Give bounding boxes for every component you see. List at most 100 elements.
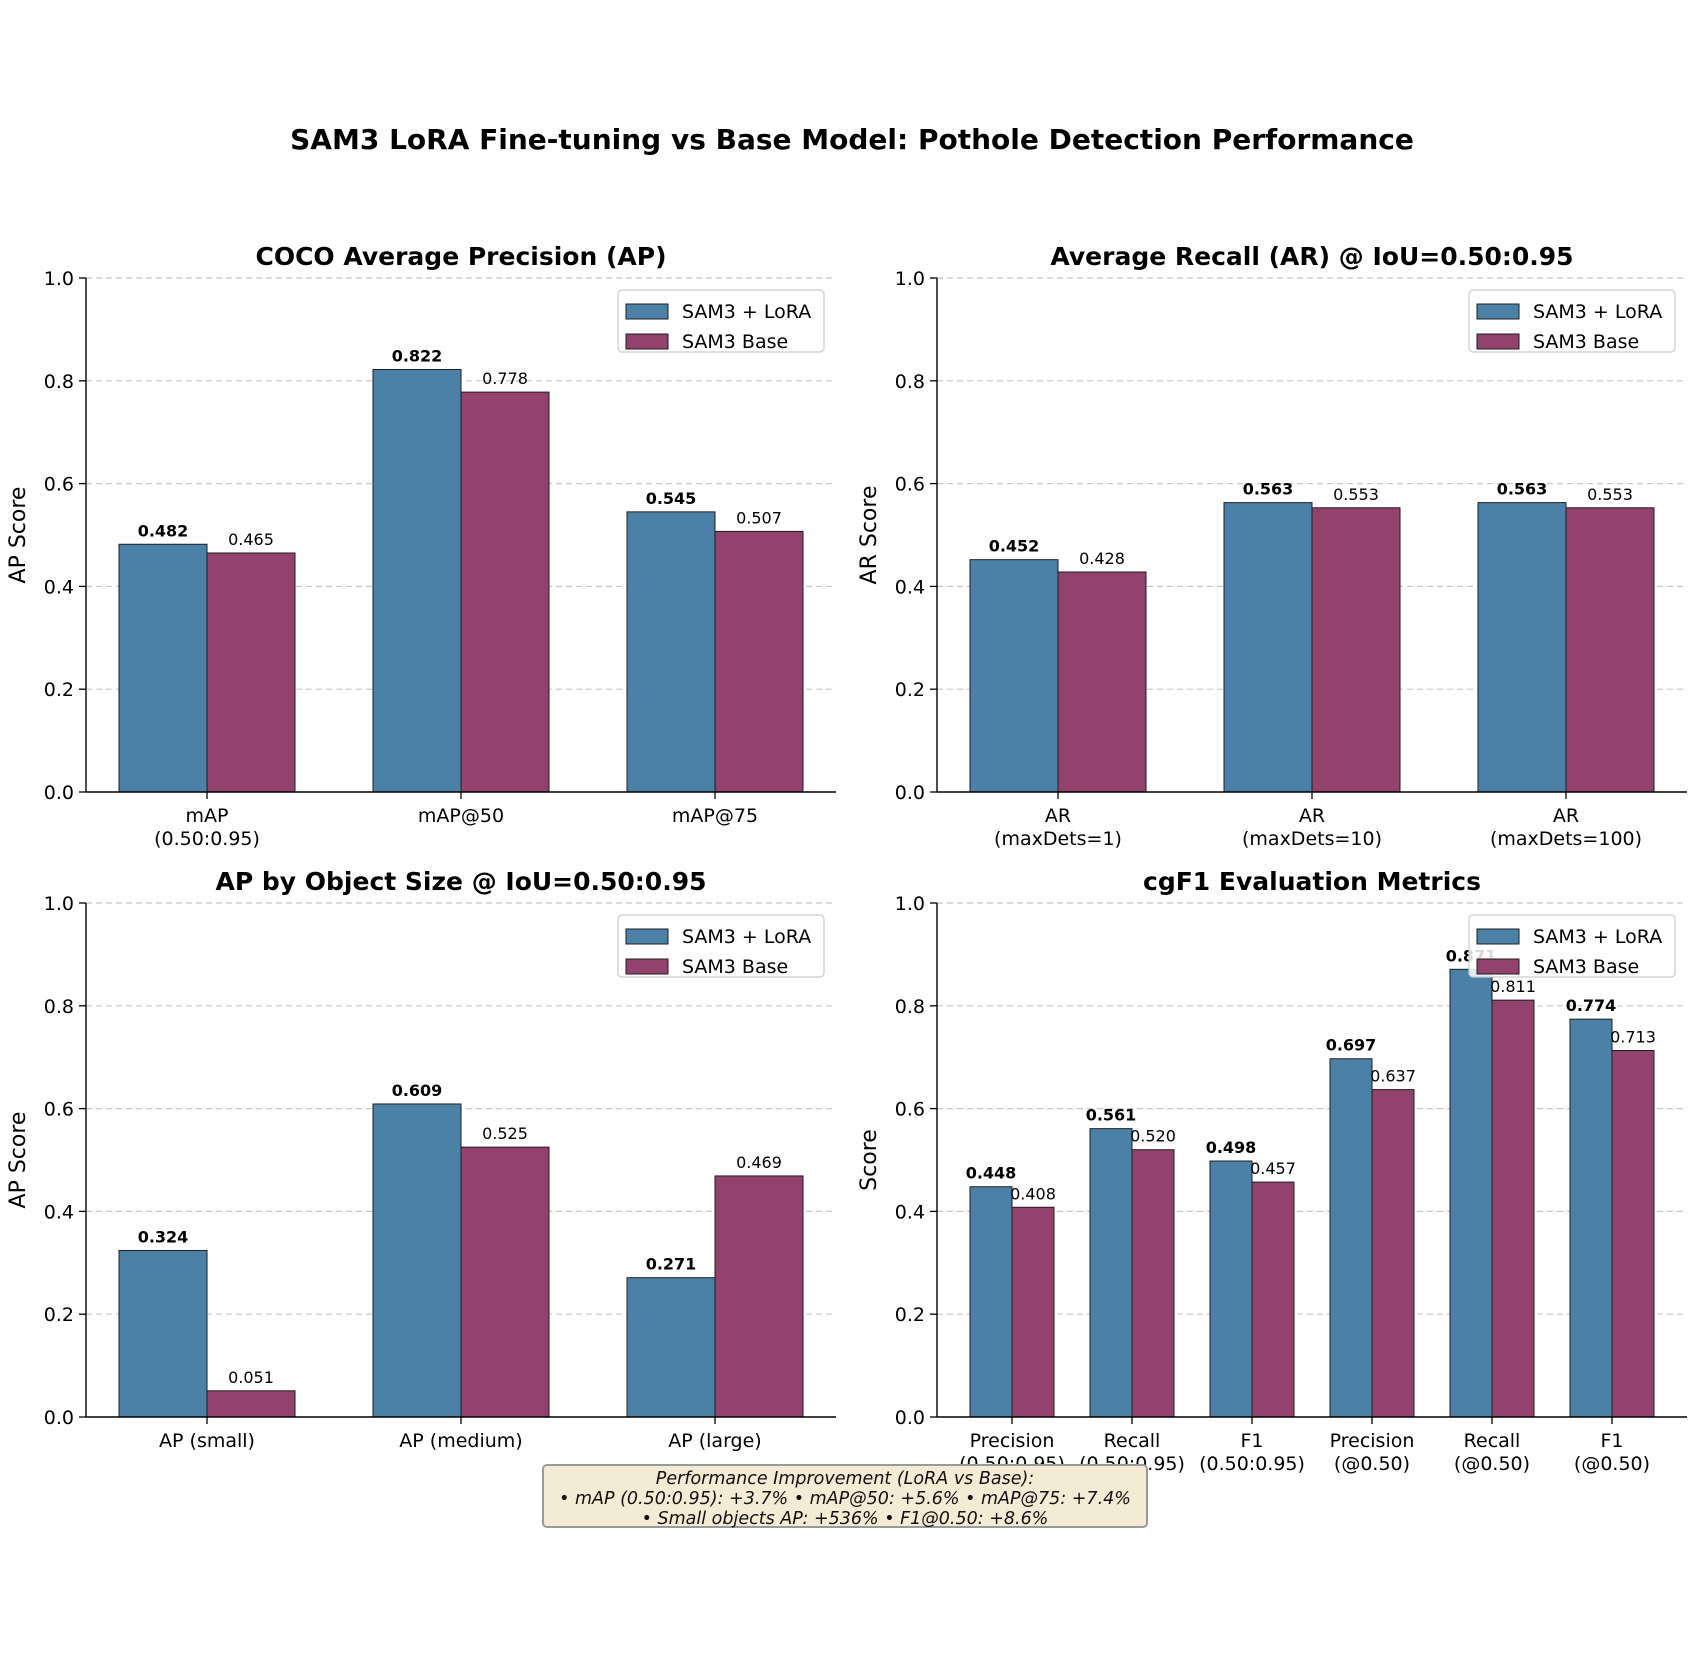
note-line-small-f1: • Small objects AP: +536% • F1@0.50: +8.… [641,1509,1049,1529]
chart1-bar-base [714,530,804,793]
chart4-y-label: Score [857,1129,882,1191]
chart2-y-tick-label: 1.0 [895,268,925,290]
chart3-legend-swatch-base [625,958,669,975]
chart3-title: AP by Object Size @ IoU=0.50:0.95 [216,867,707,896]
chart4-value-label-lora: 0.774 [1566,996,1617,1015]
chart2-legend-swatch-base [1476,333,1520,350]
chart1-bar-lora [372,368,462,793]
chart4-x-tick-label: (@0.50) [1334,1453,1410,1475]
chart2-x-tick-label: (maxDets=1) [994,828,1122,850]
chart4-x-tick-label: (@0.50) [1454,1453,1530,1475]
chart1-value-label-base: 0.465 [228,530,274,549]
chart2-bar-lora [1223,502,1313,793]
chart3-legend-label-base: SAM3 Base [682,956,788,978]
chart2-y-tick-label: 0.6 [895,474,925,496]
chart2-value-label-lora: 0.563 [1497,480,1548,499]
chart2-bar-base [1565,507,1655,793]
chart4-bar-base [1131,1149,1175,1418]
chart1-y-tick-label: 0.6 [44,474,74,496]
chart3-value-label-lora: 0.324 [138,1227,189,1246]
chart3-x-tick-label: AP (small) [159,1430,255,1452]
chart4-x-tick-label: F1 [1600,1430,1623,1452]
chart4-bar-lora [1569,1018,1613,1418]
chart3-y-tick-label: 1.0 [44,893,74,915]
chart1-y-tick-label: 0.2 [44,679,74,701]
chart1-y-tick-label: 0.8 [44,371,74,393]
chart4-value-label-lora: 0.448 [966,1164,1017,1183]
chart3-value-label-base: 0.469 [736,1153,782,1172]
chart1-x-tick-label: (0.50:0.95) [154,828,260,850]
chart1-value-label-base: 0.778 [482,369,528,388]
chart1-legend-swatch-base [625,333,669,350]
note-title: Performance Improvement (LoRA vs Base): [655,1469,1035,1489]
chart4-bar-base [1611,1050,1655,1418]
chart2-x-tick-label: AR [1299,805,1325,827]
improvement-note: Performance Improvement (LoRA vs Base): … [542,1464,1148,1529]
chart2-legend [1468,289,1676,353]
chart3-bar-lora [372,1103,462,1418]
chart2-y-tick-label: 0.8 [895,371,925,393]
chart4-bar-lora [1329,1058,1373,1418]
chart4-x-tick-label: Recall [1104,1430,1161,1452]
chart2-bar-lora [1477,502,1567,793]
chart3-y-tick-label: 0.6 [44,1099,74,1121]
chart4-value-label-base: 0.457 [1250,1159,1296,1178]
chart4-bar-lora [1089,1128,1133,1418]
chart3-y-tick-label: 0.2 [44,1304,74,1326]
chart3-y-label: AP Score [6,1112,31,1209]
chart1-value-label-lora: 0.822 [392,346,443,365]
chart3-bar-lora [118,1249,208,1418]
chart3-value-label-base: 0.051 [228,1368,274,1387]
chart4-y-tick-label: 0.4 [895,1201,925,1223]
chart3-x-tick-label: AP (medium) [399,1430,522,1452]
chart4-bar-base [1491,999,1535,1418]
chart2-title: Average Recall (AR) @ IoU=0.50:0.95 [1050,242,1573,271]
chart1-value-label-base: 0.507 [736,508,782,527]
chart2-x-tick-label: (maxDets=10) [1242,828,1382,850]
chart4-x-tick-label: F1 [1240,1430,1263,1452]
chart4-legend-swatch-lora [1476,928,1520,945]
chart1-legend-label-lora: SAM3 + LoRA [682,301,811,323]
chart4-value-label-base: 0.520 [1130,1127,1176,1146]
chart2-legend-label-lora: SAM3 + LoRA [1533,301,1662,323]
chart3-y-tick-label: 0.8 [44,996,74,1018]
chart4-legend-label-base: SAM3 Base [1533,956,1639,978]
chart1-y-label: AP Score [6,487,31,584]
chart1-x-tick-label: mAP@50 [418,805,504,827]
chart2-value-label-base: 0.428 [1079,549,1125,568]
chart3-bar-lora [626,1277,716,1418]
chart2-bar-base [1057,571,1147,793]
chart1-bar-base [206,552,296,793]
chart1-x-tick-label: mAP [186,805,229,827]
chart3-x-tick-label: AP (large) [668,1430,761,1452]
chart1-bar-lora [626,511,716,793]
chart4-value-label-lora: 0.498 [1206,1138,1257,1157]
chart3-bar-base [460,1146,550,1418]
chart4-bar-base [1251,1181,1295,1418]
chart4-value-label-lora: 0.561 [1086,1106,1137,1125]
chart4-y-tick-label: 1.0 [895,893,925,915]
chart4-value-label-base: 0.637 [1370,1067,1416,1086]
chart3-legend-swatch-lora [625,928,669,945]
note-line-ap: • mAP (0.50:0.95): +3.7% • mAP@50: +5.6%… [559,1489,1131,1509]
chart2-value-label-base: 0.553 [1587,485,1633,504]
chart2-y-label: AR Score [857,486,882,585]
chart3-bar-base [714,1175,804,1418]
chart2-bar-lora [969,559,1059,793]
figure-title: SAM3 LoRA Fine-tuning vs Base Model: Pot… [290,123,1414,156]
chart4-x-tick-label: (0.50:0.95) [1199,1453,1305,1475]
chart1-y-tick-label: 0.4 [44,576,74,598]
chart3-value-label-lora: 0.271 [646,1255,697,1274]
chart2-bar-base [1311,507,1401,793]
chart4-x-tick-label: (@0.50) [1574,1453,1650,1475]
chart4-y-tick-label: 0.2 [895,1304,925,1326]
chart2-value-label-lora: 0.452 [989,537,1040,556]
chart2-value-label-base: 0.553 [1333,485,1379,504]
chart1-bar-lora [118,543,208,793]
chart4-bar-lora [1209,1160,1253,1418]
chart1-legend [617,289,825,353]
chart4-legend-swatch-base [1476,958,1520,975]
chart3-y-tick-label: 0.4 [44,1201,74,1223]
chart1-legend-label-base: SAM3 Base [682,331,788,353]
chart2-x-tick-label: (maxDets=100) [1490,828,1642,850]
